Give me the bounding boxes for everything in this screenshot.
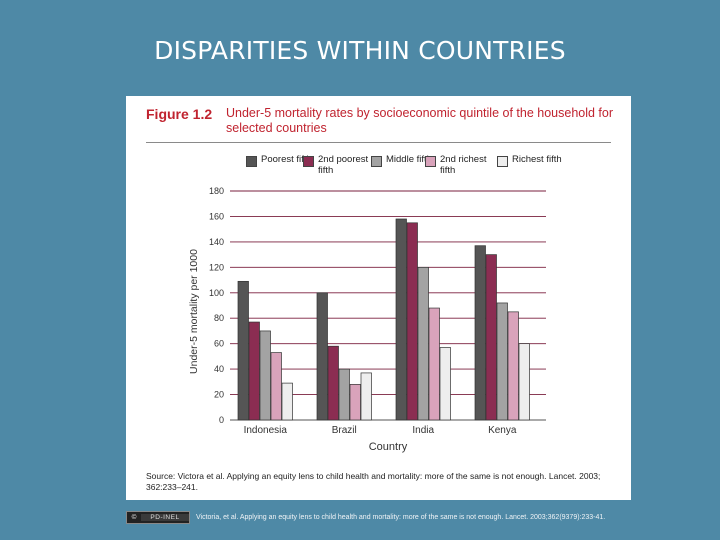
legend-swatch xyxy=(303,156,314,167)
legend-item: 2nd richest fifth xyxy=(425,154,502,176)
legend-item: Middle fifth xyxy=(371,154,448,167)
y-axis-title: Under-5 mortality per 1000 xyxy=(188,249,200,374)
bar xyxy=(237,280,249,421)
figure-caption: Under-5 mortality rates by socioeconomic… xyxy=(226,106,614,135)
x-tick-label: Brazil xyxy=(332,425,357,436)
y-tick-label: 100 xyxy=(209,288,224,298)
x-tick-label: Indonesia xyxy=(244,425,288,436)
y-tick-label: 180 xyxy=(209,186,224,196)
cc-license-badge: © PD-INEL xyxy=(126,510,190,524)
bar xyxy=(395,218,407,421)
bar xyxy=(417,266,429,421)
legend-item: 2nd poorest fifth xyxy=(303,154,380,176)
y-tick-label: 40 xyxy=(214,364,224,374)
bar xyxy=(496,302,508,421)
legend-swatch xyxy=(497,156,508,167)
legend-swatch xyxy=(371,156,382,167)
bar xyxy=(474,245,486,421)
license-label: PD-INEL xyxy=(141,513,189,521)
figure-panel: Figure 1.2 Under-5 mortality rates by so… xyxy=(126,96,631,500)
legend-item: Richest fifth xyxy=(497,154,574,167)
legend-label: Poorest fifth xyxy=(261,154,312,165)
bar xyxy=(248,321,260,421)
bar xyxy=(518,343,530,421)
bar xyxy=(349,384,361,421)
legend-item: Poorest fifth xyxy=(246,154,323,167)
legend-label: Middle fifth xyxy=(386,154,432,165)
bar xyxy=(316,292,328,421)
bar xyxy=(360,372,372,421)
bar xyxy=(485,254,497,421)
legend-label: Richest fifth xyxy=(512,154,562,165)
bar xyxy=(327,345,339,421)
bar xyxy=(507,311,519,421)
legend-swatch xyxy=(425,156,436,167)
bar xyxy=(338,368,350,421)
figure-source: Source: Victora et al. Applying an equit… xyxy=(146,471,601,492)
bar xyxy=(439,347,451,421)
y-tick-label: 0 xyxy=(219,415,224,425)
x-axis-title: Country xyxy=(369,441,408,453)
y-tick-label: 140 xyxy=(209,237,224,247)
bar xyxy=(428,307,440,421)
legend-label: 2nd richest fifth xyxy=(440,154,487,176)
header-rule xyxy=(146,142,611,143)
legend-swatch xyxy=(246,156,257,167)
x-tick-label: India xyxy=(412,425,434,436)
footer: © PD-INEL Victoria, et al. Applying an e… xyxy=(126,510,686,524)
citation-text: Victoria, et al. Applying an equity lens… xyxy=(196,513,606,521)
legend-label: 2nd poorest fifth xyxy=(318,154,369,176)
y-tick-label: 160 xyxy=(209,211,224,221)
slide-title: DISPARITIES WITHIN COUNTRIES xyxy=(154,36,566,65)
y-tick-label: 60 xyxy=(214,339,224,349)
bar xyxy=(259,330,271,421)
cc-icon: © xyxy=(131,513,137,521)
y-tick-label: 20 xyxy=(214,390,224,400)
y-tick-label: 120 xyxy=(209,262,224,272)
bar-chart: 0 20 40 60 80 100 120 140 160 180 Indonesia Brazil I… xyxy=(188,186,546,453)
bar xyxy=(406,222,418,421)
figure-number: Figure 1.2 xyxy=(146,106,213,122)
bar xyxy=(270,352,282,421)
y-tick-label: 80 xyxy=(214,313,224,323)
x-tick-label: Kenya xyxy=(488,425,517,436)
bar xyxy=(281,382,293,421)
